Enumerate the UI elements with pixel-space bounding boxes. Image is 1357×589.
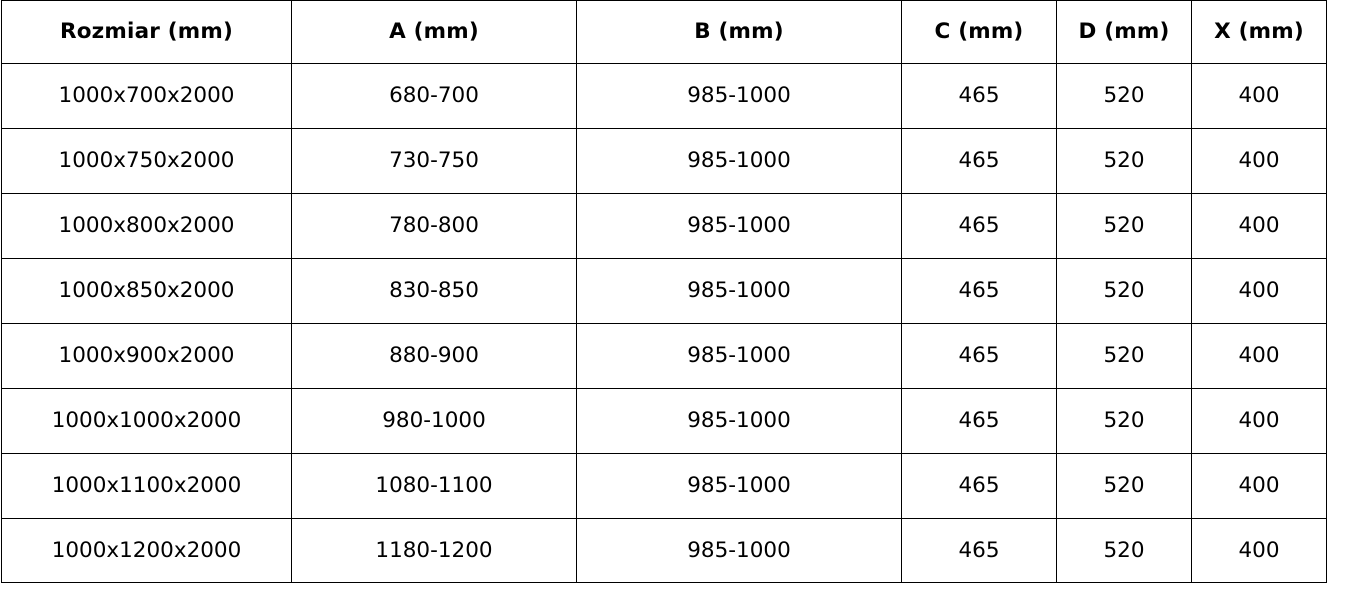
cell-d: 520 xyxy=(1056,388,1192,454)
cell-x: 400 xyxy=(1191,128,1327,194)
cell-a: 730-750 xyxy=(291,128,577,194)
table-header-row: Rozmiar (mm) A (mm) B (mm) C (mm) D (mm)… xyxy=(1,0,1327,64)
cell-x: 400 xyxy=(1191,258,1327,324)
table-row: 1000x750x2000 730-750 985-1000 465 520 4… xyxy=(1,128,1327,194)
cell-a: 780-800 xyxy=(291,193,577,259)
cell-a: 1180-1200 xyxy=(291,518,577,583)
cell-c: 465 xyxy=(901,388,1057,454)
cell-c: 465 xyxy=(901,518,1057,583)
dimensions-table: Rozmiar (mm) A (mm) B (mm) C (mm) D (mm)… xyxy=(1,0,1327,583)
table-header: Rozmiar (mm) A (mm) B (mm) C (mm) D (mm)… xyxy=(1,0,1327,64)
table-row: 1000x850x2000 830-850 985-1000 465 520 4… xyxy=(1,258,1327,324)
cell-d: 520 xyxy=(1056,453,1192,519)
cell-rozmiar: 1000x1000x2000 xyxy=(1,388,292,454)
cell-b: 985-1000 xyxy=(576,323,902,389)
column-header-x: X (mm) xyxy=(1191,0,1327,64)
cell-d: 520 xyxy=(1056,323,1192,389)
cell-d: 520 xyxy=(1056,258,1192,324)
cell-rozmiar: 1000x900x2000 xyxy=(1,323,292,389)
column-header-rozmiar: Rozmiar (mm) xyxy=(1,0,292,64)
table-row: 1000x700x2000 680-700 985-1000 465 520 4… xyxy=(1,63,1327,129)
cell-x: 400 xyxy=(1191,193,1327,259)
cell-b: 985-1000 xyxy=(576,258,902,324)
cell-c: 465 xyxy=(901,453,1057,519)
cell-x: 400 xyxy=(1191,63,1327,129)
cell-x: 400 xyxy=(1191,518,1327,583)
cell-c: 465 xyxy=(901,258,1057,324)
cell-d: 520 xyxy=(1056,518,1192,583)
table-row: 1000x1100x2000 1080-1100 985-1000 465 52… xyxy=(1,453,1327,519)
table-row: 1000x800x2000 780-800 985-1000 465 520 4… xyxy=(1,193,1327,259)
cell-x: 400 xyxy=(1191,388,1327,454)
cell-rozmiar: 1000x850x2000 xyxy=(1,258,292,324)
cell-rozmiar: 1000x1100x2000 xyxy=(1,453,292,519)
cell-a: 980-1000 xyxy=(291,388,577,454)
cell-d: 520 xyxy=(1056,193,1192,259)
cell-a: 830-850 xyxy=(291,258,577,324)
cell-x: 400 xyxy=(1191,453,1327,519)
cell-d: 520 xyxy=(1056,128,1192,194)
cell-d: 520 xyxy=(1056,63,1192,129)
table-row: 1000x1200x2000 1180-1200 985-1000 465 52… xyxy=(1,518,1327,583)
cell-rozmiar: 1000x800x2000 xyxy=(1,193,292,259)
cell-b: 985-1000 xyxy=(576,63,902,129)
cell-b: 985-1000 xyxy=(576,453,902,519)
cell-b: 985-1000 xyxy=(576,518,902,583)
column-header-c: C (mm) xyxy=(901,0,1057,64)
cell-c: 465 xyxy=(901,63,1057,129)
cell-c: 465 xyxy=(901,128,1057,194)
cell-b: 985-1000 xyxy=(576,388,902,454)
column-header-b: B (mm) xyxy=(576,0,902,64)
cell-a: 680-700 xyxy=(291,63,577,129)
cell-b: 985-1000 xyxy=(576,193,902,259)
cell-a: 880-900 xyxy=(291,323,577,389)
cell-rozmiar: 1000x750x2000 xyxy=(1,128,292,194)
column-header-d: D (mm) xyxy=(1056,0,1192,64)
cell-rozmiar: 1000x700x2000 xyxy=(1,63,292,129)
table-row: 1000x1000x2000 980-1000 985-1000 465 520… xyxy=(1,388,1327,454)
cell-c: 465 xyxy=(901,323,1057,389)
column-header-a: A (mm) xyxy=(291,0,577,64)
table-body: 1000x700x2000 680-700 985-1000 465 520 4… xyxy=(1,63,1327,583)
cell-c: 465 xyxy=(901,193,1057,259)
cell-rozmiar: 1000x1200x2000 xyxy=(1,518,292,583)
table-row: 1000x900x2000 880-900 985-1000 465 520 4… xyxy=(1,323,1327,389)
cell-b: 985-1000 xyxy=(576,128,902,194)
cell-x: 400 xyxy=(1191,323,1327,389)
cell-a: 1080-1100 xyxy=(291,453,577,519)
